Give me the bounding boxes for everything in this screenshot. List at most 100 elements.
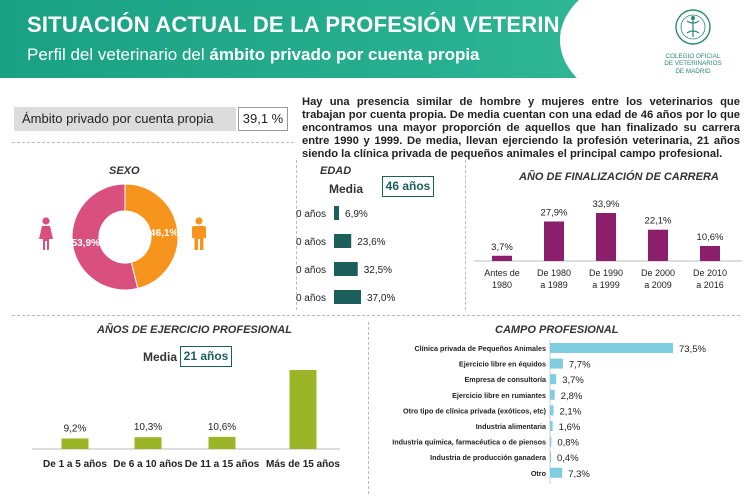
finalizacion-value-label: 10,6% xyxy=(697,232,724,243)
divider-top-left xyxy=(12,142,294,143)
finalizacion-bar xyxy=(700,245,720,261)
edad-bar xyxy=(334,206,340,220)
edad-value-label: 23,6% xyxy=(357,237,385,248)
campo-value-label: 0,4% xyxy=(557,453,579,464)
ejercicio-category-label: De 1 a 5 años xyxy=(43,459,107,470)
logo-text: COLEGIO OFICIAL DE VETERINARIOS DE MADRI… xyxy=(643,53,743,75)
campo-bar-chart: Clínica privada de Pequeños Animales 73,5… xyxy=(392,340,706,484)
finalizacion-category-label: De 1990 a 1999 xyxy=(589,268,623,290)
campo-value-label: 2,1% xyxy=(560,406,582,417)
campo-bar xyxy=(550,421,553,431)
sexo-label-1: 46,1% xyxy=(150,228,178,239)
sexo-title: SEXO xyxy=(109,165,140,177)
woman-icon xyxy=(39,217,53,250)
man-icon xyxy=(192,217,206,250)
college-logo: COLEGIO OFICIAL DE VETERINARIOS DE MADRI… xyxy=(643,8,743,83)
ejercicio-media-label: Media xyxy=(143,350,178,364)
campo-value-label: 0,8% xyxy=(557,438,579,449)
ejercicio-category-label: Más de 15 años xyxy=(266,459,340,470)
ejercicio-category-label: De 11 a 15 años xyxy=(185,459,260,470)
campo-bar xyxy=(550,452,551,463)
campo-category-label: Industria de producción ganadera xyxy=(430,453,547,462)
campo-value-label: 1,6% xyxy=(559,422,581,433)
page-subtitle: Perfil del veterinario del ámbito privad… xyxy=(27,45,480,65)
campo-bar xyxy=(550,358,563,369)
campo-title: CAMPO PROFESIONAL xyxy=(495,324,619,336)
edad-value-label: 32,5% xyxy=(364,265,392,276)
finalizacion-title: AÑO DE FINALIZACIÓN DE CARRERA xyxy=(519,171,719,183)
edad-title: EDAD xyxy=(320,165,352,177)
logo-line-3: DE MADRID xyxy=(675,67,711,75)
campo-value-label: 73,5% xyxy=(679,344,706,355)
sexo-donut-chart: 53,9% 46,1% xyxy=(71,183,179,291)
campo-bar xyxy=(550,343,673,353)
edad-bar xyxy=(334,290,361,304)
logo-line-2: DE VETERINARIOS xyxy=(664,60,722,68)
edad-value-label: 6,9% xyxy=(345,209,368,220)
finalizacion-category-label: Antes de 1980 xyxy=(484,268,520,290)
campo-bar xyxy=(550,389,555,400)
subtitle-prefix: Perfil del veterinario del xyxy=(27,45,210,64)
ambito-value: 39,1 % xyxy=(238,107,288,131)
campo-bar xyxy=(550,405,554,416)
divider-v2 xyxy=(465,160,466,310)
campo-category-label: Ejercicio libre en rumiantes xyxy=(452,391,546,400)
ejercicio-bar-chart: 9,2% De 1 a 5 años 10,3% De 6 a 10 años 10,6… xyxy=(32,365,340,470)
finalizacion-bar xyxy=(648,229,668,261)
finalizacion-bar xyxy=(544,221,564,261)
ejercicio-bar xyxy=(134,437,162,449)
college-seal-icon xyxy=(675,9,711,45)
edad-category-label: 41 a 50 años xyxy=(296,265,326,276)
logo-line-1: COLEGIO OFICIAL xyxy=(665,53,721,60)
ejercicio-value-label: 10,3% xyxy=(134,422,162,433)
ejercicio-category-label: De 6 a 10 años xyxy=(113,459,183,470)
sexo-label-0: 53,9% xyxy=(72,238,100,249)
subtitle-bold: ámbito privado por cuenta propia xyxy=(209,45,480,64)
campo-bar xyxy=(550,374,557,385)
divider-middle xyxy=(12,315,740,316)
finalizacion-value-label: 33,9% xyxy=(593,199,620,210)
ejercicio-bar xyxy=(289,370,317,449)
sexo-slice-0 xyxy=(71,183,139,291)
page-title: SITUACIÓN ACTUAL DE LA PROFESIÓN VETERIN… xyxy=(27,12,615,37)
campo-category-label: Clínica privada de Pequeños Animales xyxy=(414,344,546,353)
campo-value-label: 2,8% xyxy=(561,391,583,402)
campo-category-label: Industria química, farmacéutica o de pie… xyxy=(392,438,546,447)
divider-v3 xyxy=(368,322,369,494)
finalizacion-category-label: De 2000 a 2009 xyxy=(641,268,675,290)
edad-bar xyxy=(334,234,352,248)
ambito-label: Ámbito privado por cuenta propia xyxy=(14,107,236,131)
campo-bar xyxy=(550,436,552,447)
campo-value-label: 7,3% xyxy=(568,469,590,480)
campo-bar xyxy=(550,467,563,478)
finalizacion-category-label: De 2010 a 2016 xyxy=(693,268,727,290)
campo-category-label: Otro tipo de clínica privada (exóticos, … xyxy=(403,406,547,415)
header-banner: SITUACIÓN ACTUAL DE LA PROFESIÓN VETERIN… xyxy=(0,0,750,110)
campo-category-label: Ejercicio libre en équidos xyxy=(459,360,546,369)
ejercicio-value-label: 10,6% xyxy=(208,422,236,433)
ejercicio-value-label: 9,2% xyxy=(64,423,87,434)
finalizacion-value-label: 27,9% xyxy=(541,207,568,218)
ejercicio-title: AÑOS DE EJERCICIO PROFESIONAL xyxy=(97,324,292,336)
sexo-slice-1 xyxy=(124,183,179,290)
finalizacion-bar xyxy=(492,255,512,261)
ejercicio-media-value: 21 años xyxy=(180,346,232,367)
finalizacion-value-label: 3,7% xyxy=(491,242,513,253)
finalizacion-value-label: 22,1% xyxy=(645,216,672,227)
edad-bar-chart: 18 a 30 años 6,9% 31 a 40 años 23,6% 41 a 50… xyxy=(296,206,395,304)
finalizacion-bar xyxy=(596,213,616,261)
ejercicio-bar xyxy=(208,436,236,449)
finalizacion-category-label: De 1980 a 1989 xyxy=(537,268,571,290)
intro-paragraph: Hay una presencia similar de hombre y mu… xyxy=(302,96,740,161)
edad-category-label: 31 a 40 años xyxy=(296,237,326,248)
edad-value-label: 37,0% xyxy=(367,293,395,304)
ejercicio-value-label: 69,1% xyxy=(289,365,317,366)
campo-category-label: Otro xyxy=(531,469,547,478)
edad-media-label: Media xyxy=(329,182,364,196)
edad-bar xyxy=(334,262,358,276)
edad-category-label: 18 a 30 años xyxy=(296,209,326,220)
finalizacion-bar-chart: 3,7% Antes de 1980 27,9% De 1980 a 1989 33,9% D… xyxy=(474,199,742,290)
campo-value-label: 3,7% xyxy=(562,375,584,386)
campo-value-label: 7,7% xyxy=(569,360,591,371)
edad-category-label: Más de 50 años xyxy=(296,293,326,304)
